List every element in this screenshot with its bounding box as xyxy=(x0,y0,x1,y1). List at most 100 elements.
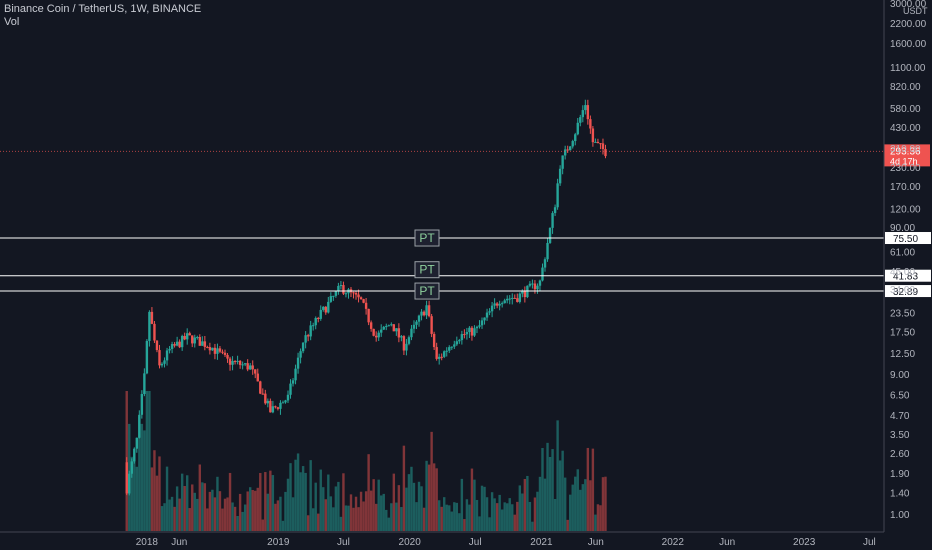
volume-bar xyxy=(160,506,164,531)
candle xyxy=(354,292,358,295)
candle xyxy=(223,352,227,355)
candle xyxy=(269,400,272,413)
time-tick-label: Jul xyxy=(863,537,876,548)
volume-bar xyxy=(201,482,204,531)
level-price-tag xyxy=(885,232,931,245)
volume-bar xyxy=(173,506,176,531)
candle xyxy=(337,285,340,292)
volume-bar xyxy=(274,503,277,531)
volume-bar xyxy=(377,479,380,531)
volume-bar xyxy=(430,431,433,531)
volume-bar xyxy=(306,515,310,531)
volume-bar xyxy=(276,500,280,531)
volume-bar xyxy=(198,464,202,531)
volume-bar xyxy=(458,513,461,531)
price-tick-label: 12.50 xyxy=(890,349,915,360)
volume-bar xyxy=(246,491,249,531)
volume-bar xyxy=(296,453,300,531)
volume-bar xyxy=(372,479,375,531)
candle xyxy=(521,290,524,294)
candle xyxy=(261,393,264,395)
price-tick-label: 1.40 xyxy=(890,489,910,500)
volume-bar xyxy=(148,391,151,531)
volume-bar xyxy=(369,490,373,531)
candle xyxy=(279,402,282,409)
candle xyxy=(599,143,602,145)
candle xyxy=(518,293,522,302)
volume-bar xyxy=(528,501,532,531)
volume-bar xyxy=(468,504,471,531)
volume-bar xyxy=(281,520,285,531)
candle xyxy=(445,350,448,352)
volume-bar xyxy=(138,416,141,531)
candle xyxy=(180,335,184,348)
candle xyxy=(206,346,209,348)
candle xyxy=(296,357,300,369)
volume-bar xyxy=(170,496,174,531)
volume-bar xyxy=(279,496,282,531)
volume-bar xyxy=(425,460,428,531)
volume-bar xyxy=(332,507,335,531)
volume-bar xyxy=(269,470,272,531)
candle xyxy=(281,402,285,404)
volume-bar xyxy=(284,491,287,531)
volume-bar xyxy=(470,468,474,531)
candle xyxy=(490,305,494,312)
candle xyxy=(317,317,320,319)
volume-bar xyxy=(251,489,254,531)
volume-bar xyxy=(153,450,156,531)
candle xyxy=(226,354,229,359)
candle xyxy=(211,347,214,351)
volume-bar xyxy=(435,468,438,531)
candle xyxy=(460,334,464,341)
volume-bar xyxy=(243,504,247,531)
current-price-label: 293.36 xyxy=(890,146,921,157)
candle xyxy=(369,322,373,329)
candle xyxy=(168,348,171,351)
volume-bar xyxy=(228,472,232,531)
volume-bar xyxy=(407,474,411,531)
candles xyxy=(125,99,607,496)
current-price-tag xyxy=(884,144,930,167)
price-tick-label: 3000.00 xyxy=(890,0,927,10)
volume-bar xyxy=(299,472,302,531)
time-tick-label: 2019 xyxy=(267,537,290,548)
volume-bar xyxy=(218,491,222,531)
volume-bar xyxy=(455,502,459,531)
volume-bar xyxy=(485,497,489,531)
volume-bar xyxy=(397,485,401,531)
candle xyxy=(500,303,504,305)
candle xyxy=(511,297,514,299)
volume-bar xyxy=(521,493,524,531)
price-tick-label: 1.00 xyxy=(890,510,910,521)
pt-tag-box xyxy=(414,261,440,279)
candle xyxy=(427,305,431,317)
volume-bar xyxy=(231,502,234,531)
candle xyxy=(430,316,433,334)
candle xyxy=(551,213,554,228)
candle xyxy=(571,141,574,147)
candle xyxy=(498,303,501,306)
price-tick-label: 3.50 xyxy=(890,430,910,441)
volume-bar xyxy=(480,485,484,531)
volume-bar xyxy=(513,514,516,531)
volume-bar xyxy=(261,519,264,531)
volume-bar xyxy=(569,494,572,531)
volume-bar xyxy=(193,492,196,531)
volume-bar xyxy=(238,493,242,531)
candle xyxy=(437,356,441,359)
candle xyxy=(324,306,327,313)
symbol-title[interactable]: Binance Coin / TetherUS, 1W, BINANCE xyxy=(4,3,202,15)
volume-bar xyxy=(498,494,501,531)
volume-bar xyxy=(314,482,317,531)
volume-bar xyxy=(259,473,262,531)
volume-bar xyxy=(216,476,219,531)
candle xyxy=(435,347,438,359)
candle xyxy=(581,110,585,118)
candle xyxy=(201,341,204,346)
candle xyxy=(145,340,149,374)
volume-bar xyxy=(374,503,378,531)
time-tick-label: Jun xyxy=(588,537,604,548)
